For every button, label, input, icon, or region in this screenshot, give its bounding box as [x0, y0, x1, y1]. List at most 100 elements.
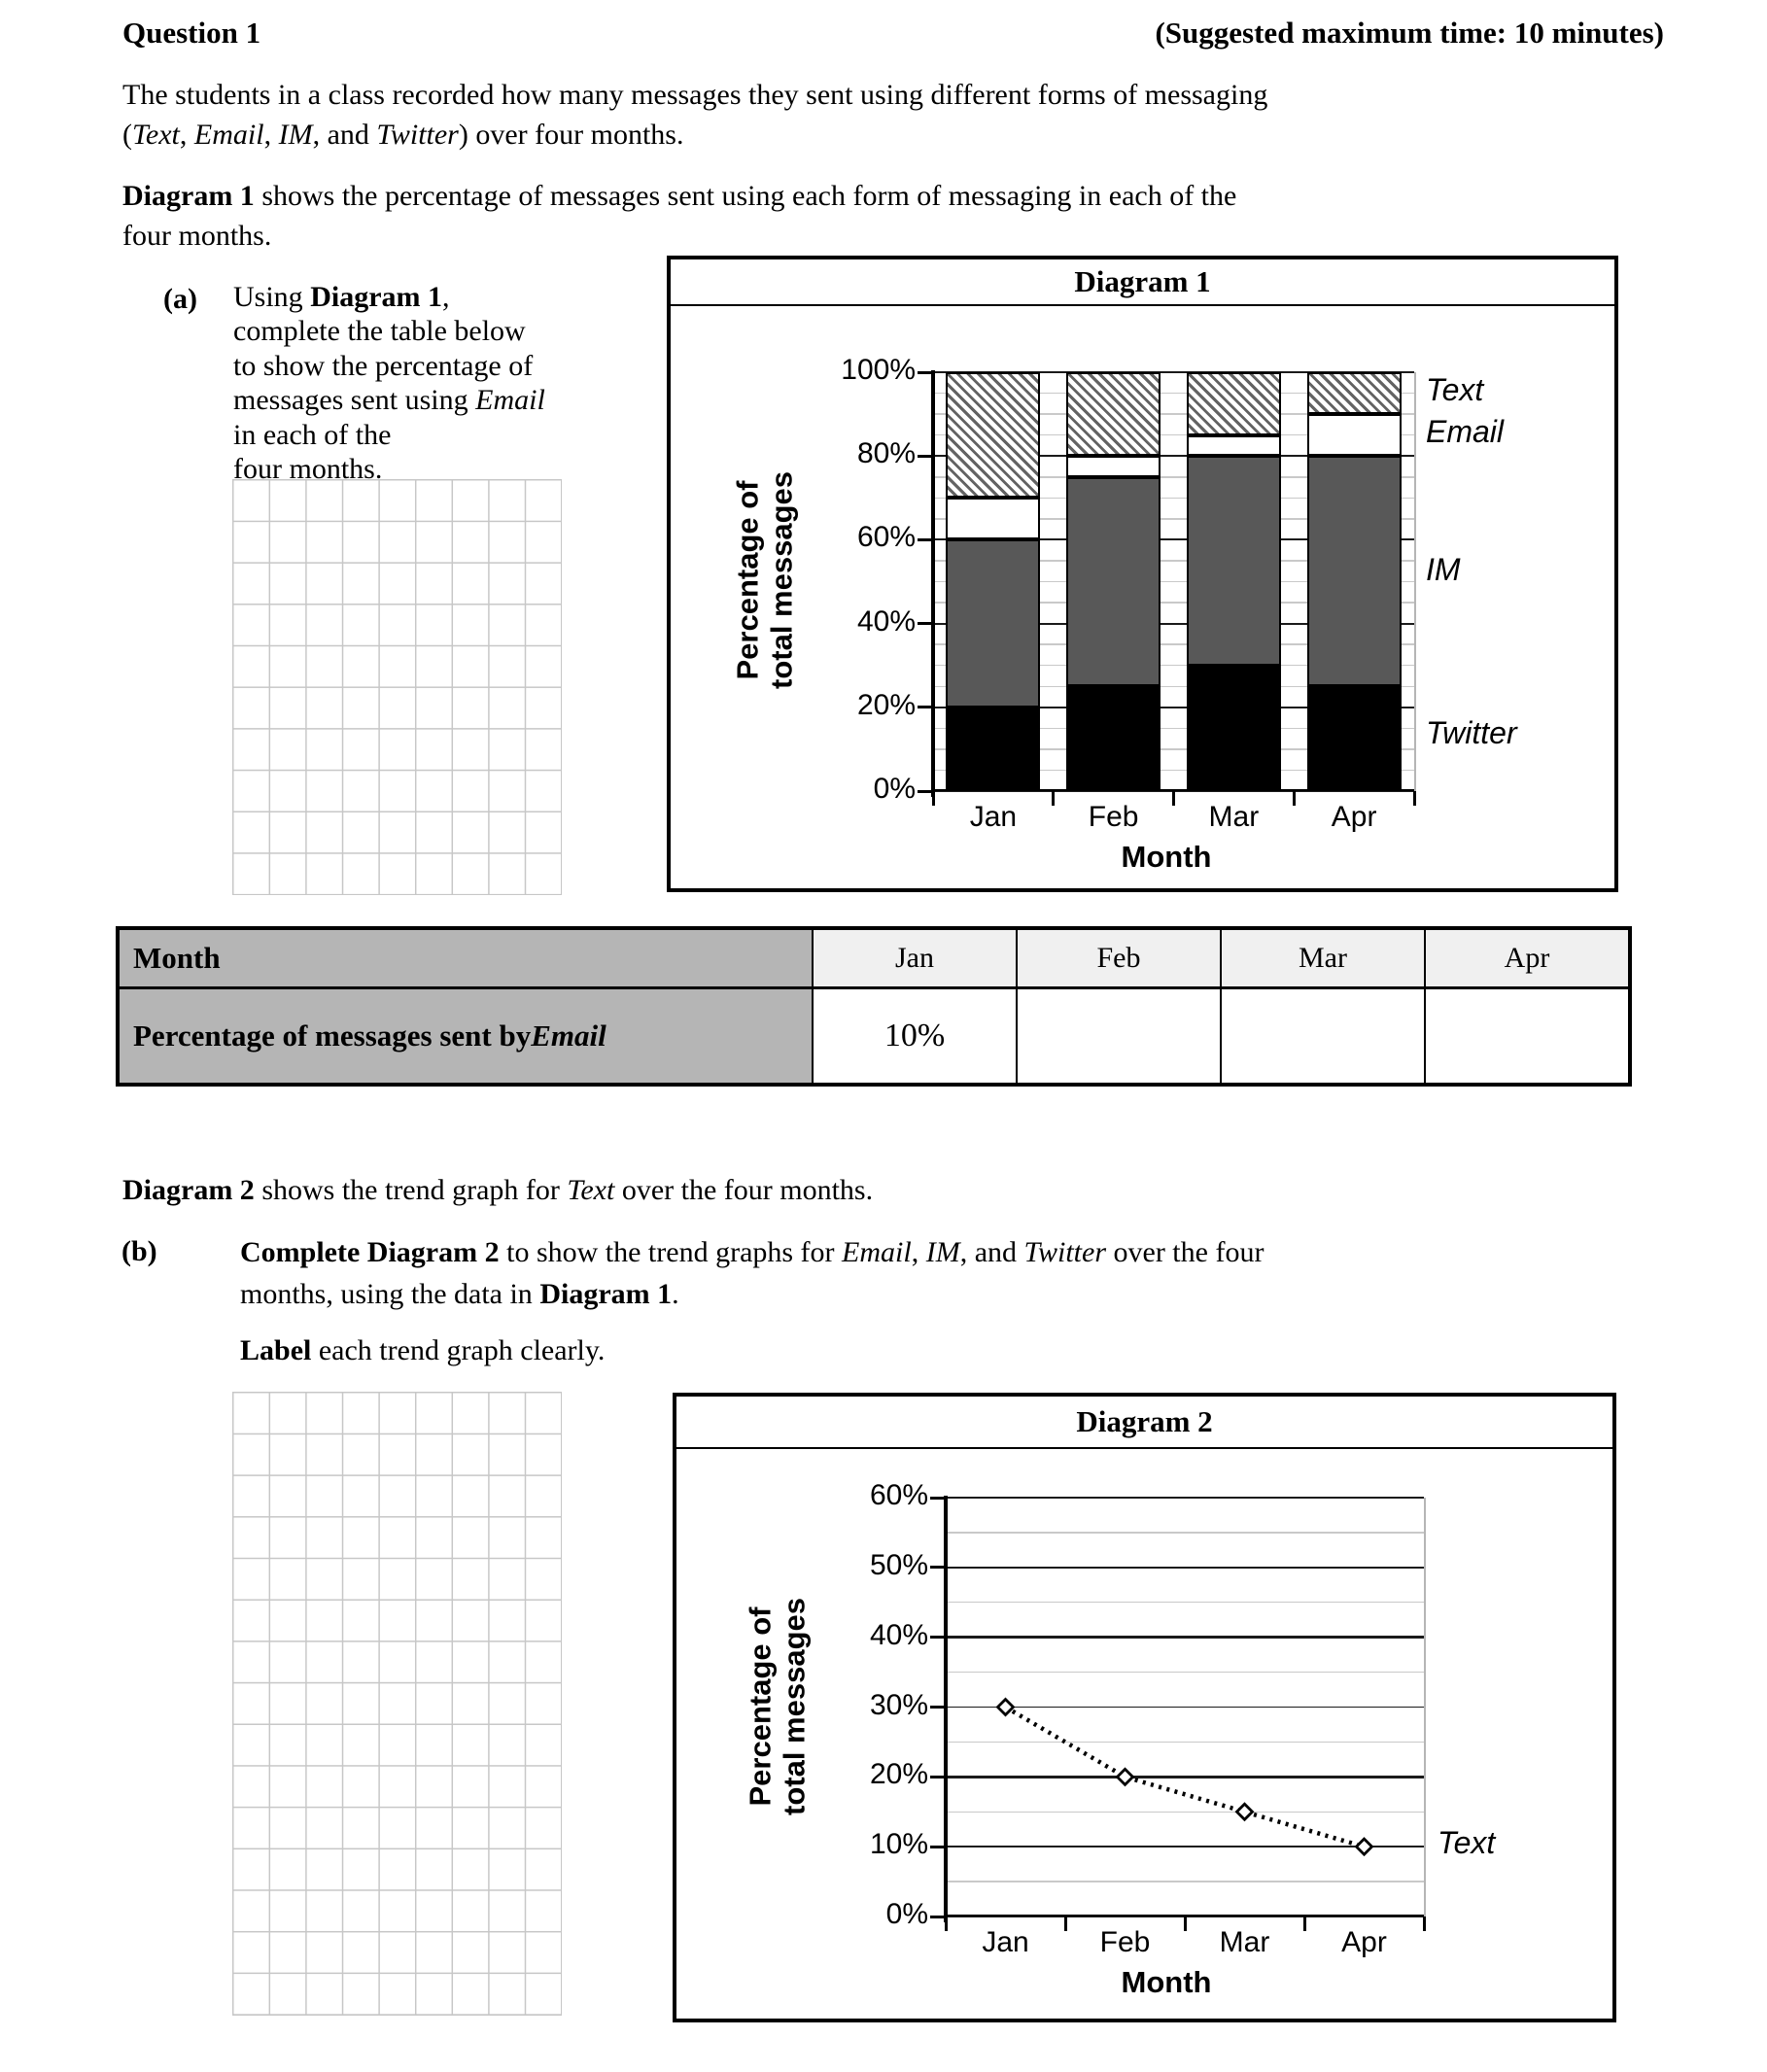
- gridline-major: [946, 1567, 1424, 1569]
- diagram2-intro-paragraph: Diagram 2 shows the trend graph for Text…: [122, 1174, 874, 1206]
- answer-grid-b[interactable]: [232, 1392, 562, 2016]
- y-tick-label: 60%: [869, 1479, 928, 1511]
- x-tick-mark: [944, 1917, 948, 1931]
- part-b-note: Label each trend graph clearly.: [240, 1334, 606, 1366]
- diagram2-title: Diagram 2: [676, 1397, 1612, 1449]
- diagram1-x-axis-title: Month: [1121, 840, 1212, 874]
- y-tick-label: 30%: [869, 1688, 928, 1721]
- y-tick-mark: [918, 370, 933, 374]
- diagram1-plot-region: Percentage of total messages Month 0% 20%…: [671, 306, 1614, 887]
- bar-apr-text: [1306, 372, 1402, 415]
- gridline-minor: [933, 518, 1414, 520]
- table-cell-apr-email-percent[interactable]: [1424, 989, 1628, 1083]
- bar-feb-twitter: [1066, 686, 1161, 791]
- gridline-minor: [933, 685, 1414, 687]
- x-tick-mark: [1292, 791, 1296, 806]
- diagram2-drawing-area[interactable]: [946, 1498, 1424, 1917]
- y-tick-mark: [918, 706, 933, 709]
- y-axis-line: [931, 370, 935, 797]
- diagram2-plot-region: Percentage of total messages Month 0% 10%…: [676, 1449, 1612, 2018]
- legend-label-email: Email: [1426, 413, 1505, 449]
- y-tick-mark: [930, 1775, 946, 1778]
- x-tick-mark: [1052, 791, 1056, 806]
- bar-apr-email: [1306, 414, 1402, 457]
- diagram1-y-axis-title: Percentage of total messages: [730, 471, 798, 689]
- legend-label-im: IM: [1426, 551, 1461, 587]
- diagram1-box: Diagram 1 Percentage of total messages M…: [667, 256, 1618, 892]
- time-note: (Suggested maximum time: 10 minutes): [1155, 16, 1664, 50]
- y-tick-mark: [930, 1706, 946, 1709]
- y-tick-label: 50%: [869, 1548, 928, 1581]
- gridline-major: [933, 622, 1414, 625]
- plot-right-edge: [1424, 1498, 1426, 1917]
- part-a-text: Using Diagram 1, complete the table below…: [233, 281, 545, 485]
- gridline-minor: [946, 1881, 1424, 1882]
- legend-label-text: Text: [1426, 371, 1484, 407]
- x-tick-label-mar: Mar: [1219, 1926, 1270, 1958]
- bar-mar-email: [1186, 434, 1281, 457]
- series-label-text: Text: [1438, 1825, 1496, 1861]
- x-tick-mark: [1302, 1917, 1306, 1931]
- part-b-text: Complete Diagram 2 to show the trend gra…: [240, 1236, 1265, 1310]
- y-tick-mark: [930, 1845, 946, 1848]
- table-cell-mar-email-percent[interactable]: [1220, 989, 1424, 1083]
- y-tick-label: 60%: [856, 521, 916, 554]
- diagram2-x-axis-title: Month: [1121, 1965, 1212, 1999]
- y-tick-mark: [930, 1566, 946, 1570]
- gridline-minor: [933, 392, 1414, 395]
- y-tick-label: 80%: [856, 437, 916, 470]
- bar-mar-im: [1186, 456, 1281, 666]
- gridline-minor: [933, 476, 1414, 478]
- y-tick-label: 100%: [841, 354, 916, 386]
- table-header-mar: Mar: [1220, 930, 1424, 989]
- intro-paragraph: The students in a class recorded how man…: [122, 79, 1268, 151]
- y-tick-label: 40%: [856, 604, 916, 638]
- y-tick-label: 20%: [856, 688, 916, 721]
- x-tick-label-mar: Mar: [1208, 801, 1260, 833]
- gridline-minor: [946, 1532, 1424, 1534]
- y-tick-mark: [930, 1636, 946, 1640]
- x-tick-mark: [931, 791, 935, 806]
- gridline-minor: [933, 413, 1414, 415]
- gridline-minor: [933, 580, 1414, 583]
- x-tick-mark: [1183, 1917, 1187, 1931]
- gridline-minor: [933, 602, 1414, 604]
- diagram2-y-axis-title: Percentage of total messages: [743, 1598, 811, 1815]
- y-tick-mark: [918, 537, 933, 541]
- y-tick-label: 0%: [873, 773, 916, 805]
- y-tick-mark: [930, 1496, 946, 1500]
- gridline-minor: [933, 727, 1414, 730]
- gridline-minor: [933, 769, 1414, 772]
- gridline-minor: [933, 664, 1414, 667]
- y-tick-mark: [918, 789, 933, 793]
- diagram1-title: Diagram 1: [671, 259, 1614, 306]
- y-axis-line: [944, 1496, 948, 1922]
- gridline-major: [933, 371, 1414, 373]
- table-header-feb: Feb: [1016, 930, 1220, 989]
- legend-label-twitter: Twitter: [1426, 714, 1517, 750]
- email-percentage-table: Month Percentage of messages sent by Ema…: [116, 926, 1632, 1087]
- bar-jan-twitter: [946, 707, 1041, 791]
- answer-grid-a[interactable]: [232, 479, 562, 895]
- y-tick-label: 0%: [885, 1898, 928, 1930]
- x-tick-mark: [1412, 791, 1416, 806]
- gridline-minor: [946, 1602, 1424, 1604]
- table-cell-feb-email-percent[interactable]: [1016, 989, 1220, 1083]
- plot-right-edge: [1414, 372, 1416, 791]
- gridline-major: [933, 455, 1414, 458]
- bar-jan-im: [946, 539, 1041, 708]
- x-axis-line: [933, 788, 1414, 791]
- x-tick-label-apr: Apr: [1341, 1926, 1387, 1958]
- gridline-minor: [933, 643, 1414, 645]
- bar-apr-twitter: [1306, 686, 1402, 791]
- table-cell-jan-email-percent[interactable]: 10%: [812, 989, 1016, 1083]
- table-row2-label: Percentage of messages sent by Email: [120, 989, 812, 1083]
- y-tick-label: 10%: [869, 1828, 928, 1861]
- table-header-jan: Jan: [812, 930, 1016, 989]
- gridline-minor: [946, 1671, 1424, 1674]
- table-row1-label: Month: [120, 930, 812, 989]
- bar-jan-email: [946, 498, 1041, 540]
- x-tick-mark: [1063, 1917, 1067, 1931]
- x-tick-label-feb: Feb: [1088, 801, 1139, 833]
